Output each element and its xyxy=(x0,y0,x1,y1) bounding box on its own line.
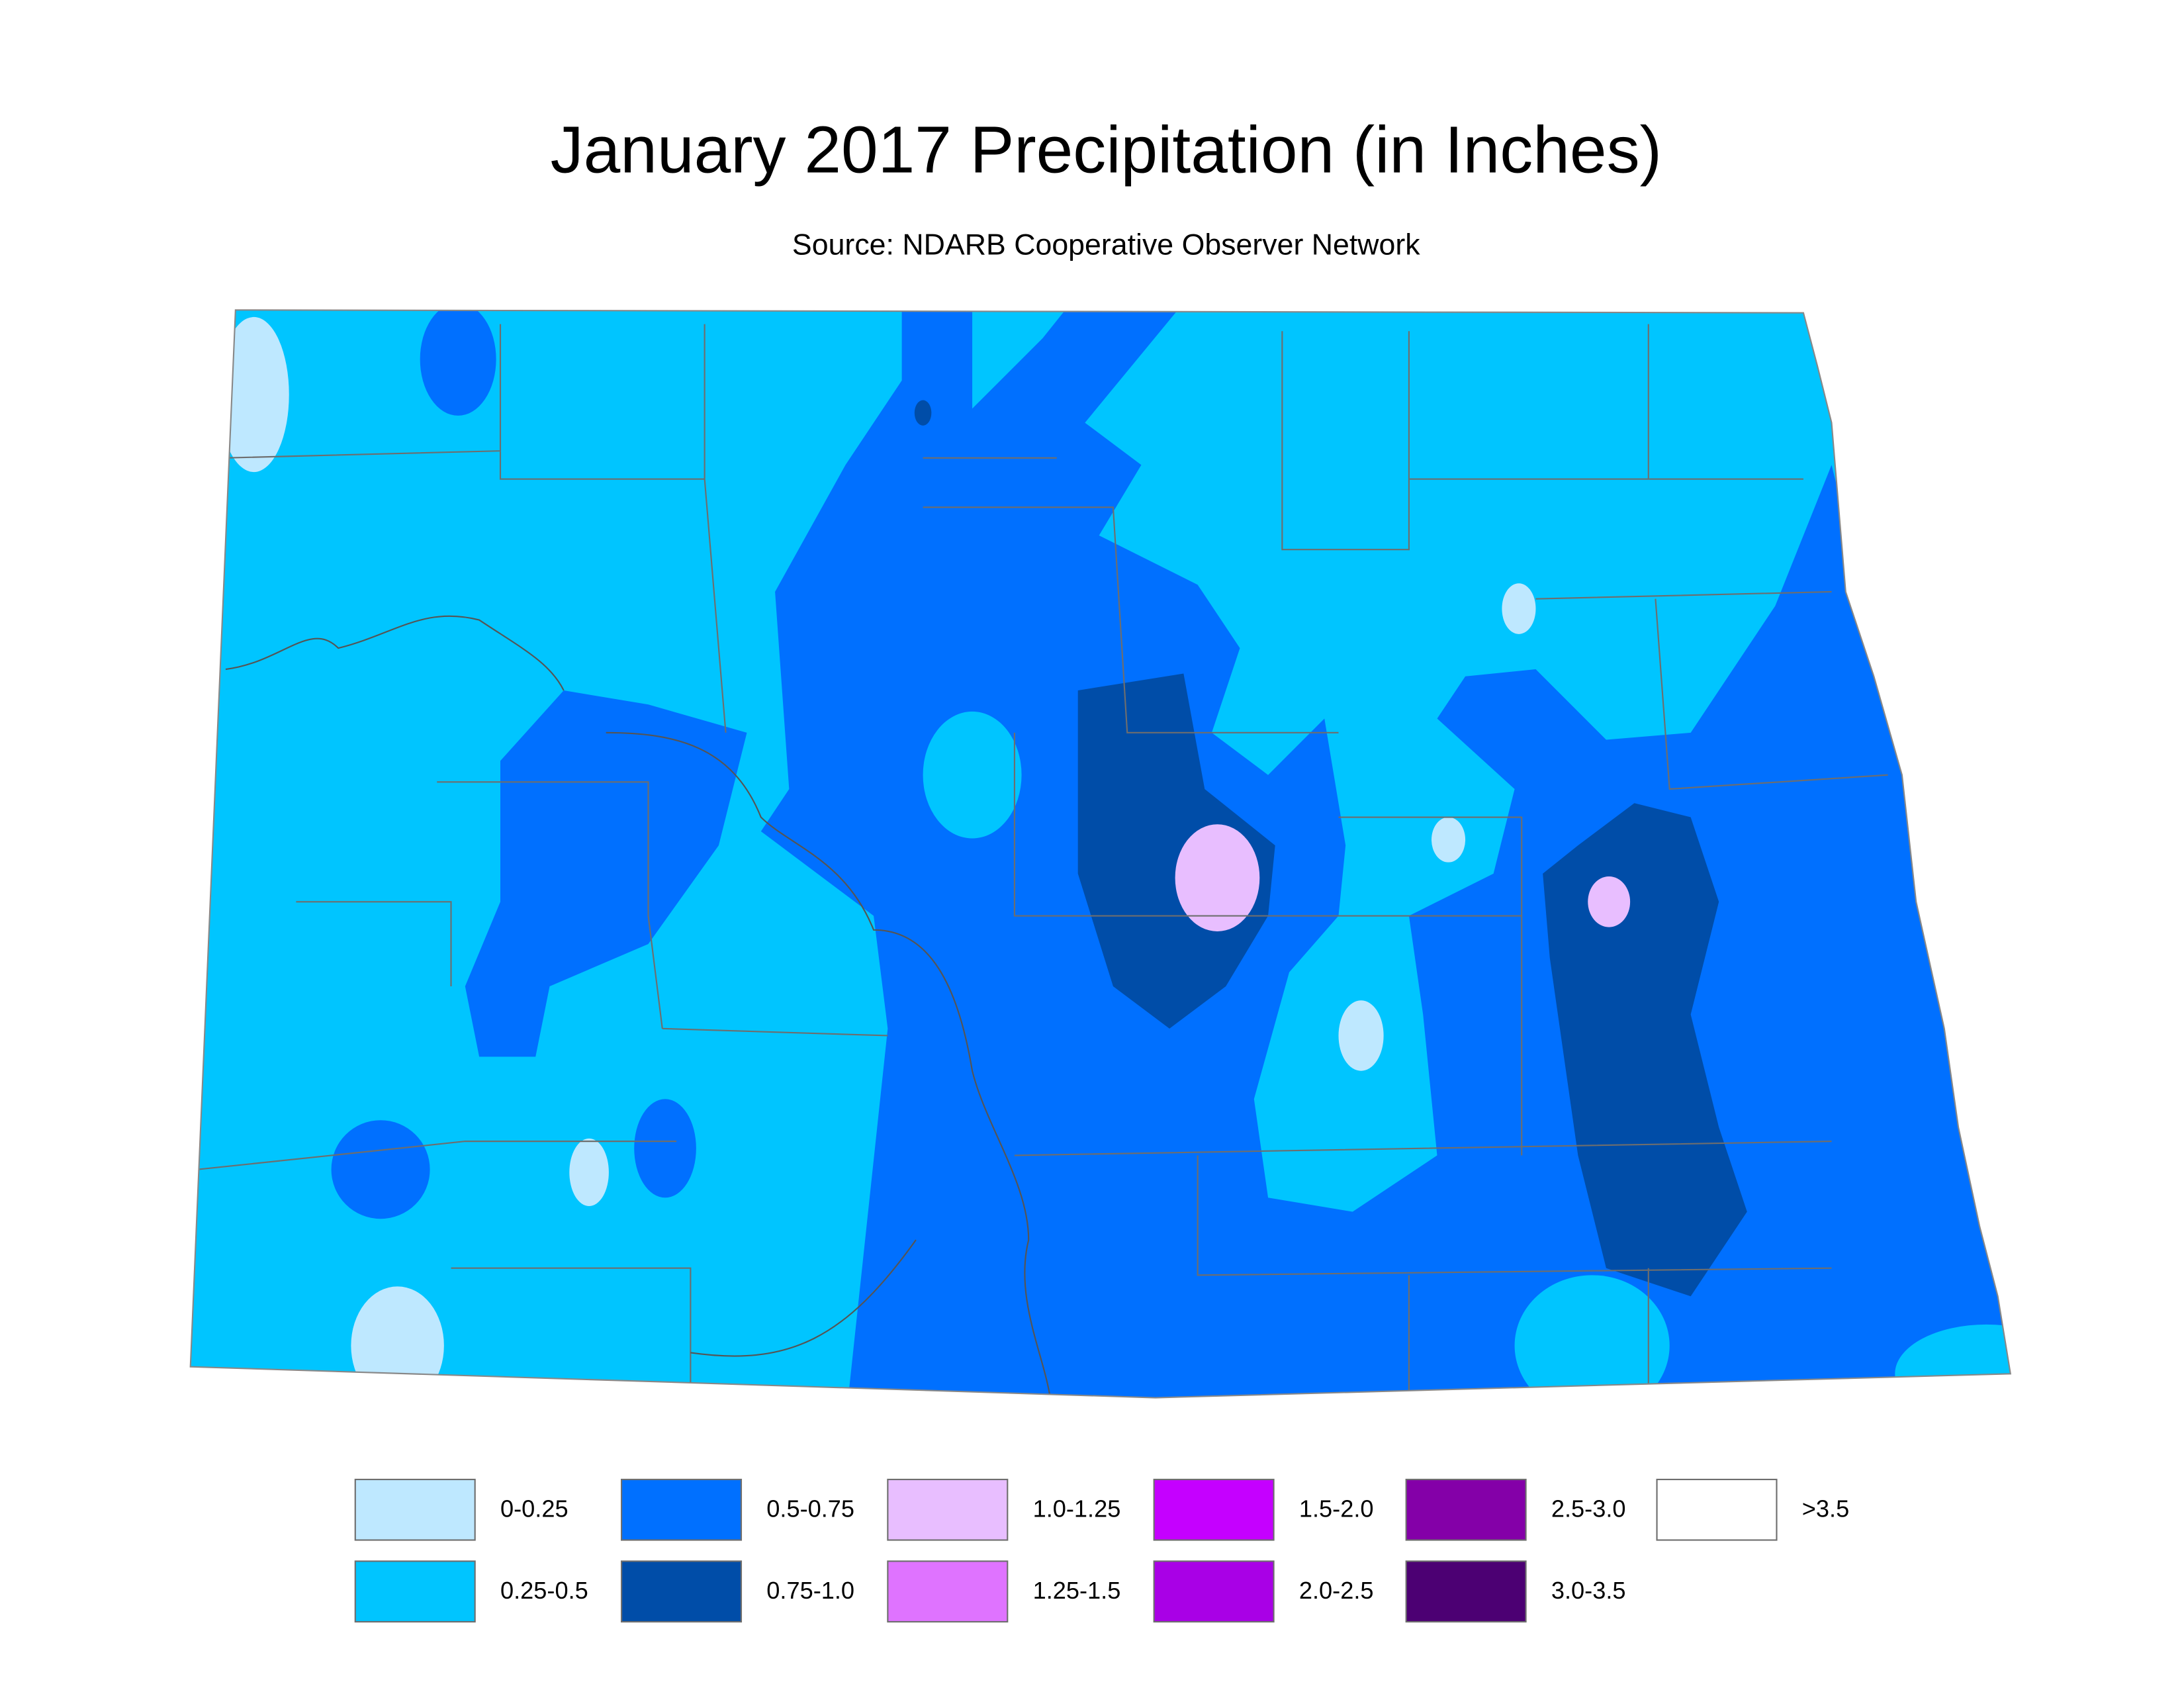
state-outline xyxy=(189,309,2012,1399)
zone xyxy=(1431,817,1466,863)
zone xyxy=(1502,583,1536,634)
legend-label: 0-0.25 xyxy=(500,1495,569,1522)
zone xyxy=(1338,1000,1384,1071)
zone xyxy=(634,1099,696,1198)
zone xyxy=(569,1138,609,1207)
map-title: January 2017 Precipitation (in Inches) xyxy=(551,113,1662,187)
legend-label: 1.25-1.5 xyxy=(1033,1577,1121,1604)
legend-swatch xyxy=(354,1478,476,1541)
zone xyxy=(420,310,496,416)
legend-label: 0.25-0.5 xyxy=(500,1577,588,1604)
legend-label: 1.0-1.25 xyxy=(1033,1495,1121,1522)
zone xyxy=(1543,803,1747,1297)
zone xyxy=(923,711,1022,839)
zone xyxy=(1175,824,1260,931)
legend-swatch xyxy=(1153,1478,1275,1541)
county-lines xyxy=(197,324,1888,1395)
legend-swatch xyxy=(621,1560,743,1623)
legend-label: 2.0-2.5 xyxy=(1299,1577,1374,1604)
zone xyxy=(218,316,289,473)
zone xyxy=(331,1120,430,1219)
legend-label: 3.0-3.5 xyxy=(1551,1577,1626,1604)
legend-swatch xyxy=(887,1560,1009,1623)
legend-swatch xyxy=(1405,1560,1527,1623)
legend-label: 2.5-3.0 xyxy=(1551,1495,1626,1522)
legend-swatch xyxy=(621,1478,743,1541)
legend-label: 0.5-0.75 xyxy=(766,1495,854,1522)
zone xyxy=(914,400,932,426)
legend-swatch xyxy=(1153,1560,1275,1623)
map-subtitle: Source: NDARB Cooperative Observer Netwo… xyxy=(792,228,1420,261)
legend-label: 0.75-1.0 xyxy=(766,1577,854,1604)
legend-swatch xyxy=(1405,1478,1527,1541)
legend-label: >3.5 xyxy=(1802,1495,1849,1522)
zone xyxy=(1588,876,1631,927)
legend-swatch xyxy=(887,1478,1009,1541)
zone xyxy=(1514,1275,1670,1398)
legend: 0-0.25 0.25-0.5 0.5-0.75 0.75-1.0 1.0-1.25 1.… xyxy=(354,1478,1849,1623)
precipitation-zones xyxy=(190,310,2011,1398)
legend-swatch xyxy=(1656,1478,1778,1541)
zone xyxy=(351,1286,444,1398)
legend-swatch xyxy=(354,1560,476,1623)
zone xyxy=(1077,673,1275,1029)
legend-label: 1.5-2.0 xyxy=(1299,1495,1374,1522)
